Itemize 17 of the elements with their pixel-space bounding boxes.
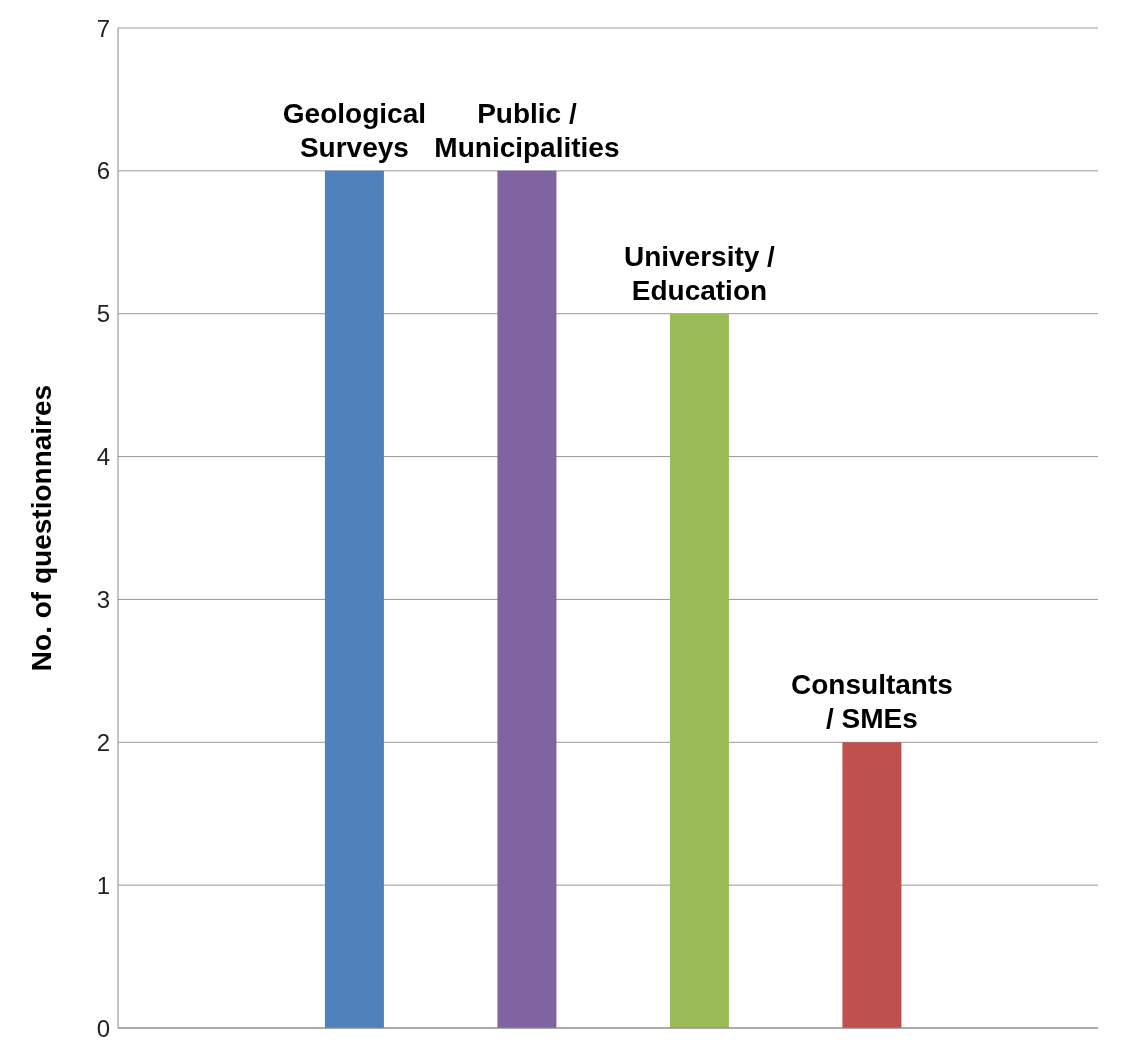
x-tick-label: University / Education [623, 240, 776, 306]
y-tick-label: 7 [96, 14, 110, 42]
y-tick-label: 2 [96, 728, 110, 756]
bar [842, 742, 902, 1028]
bar [324, 170, 384, 1028]
y-tick-label: 0 [96, 1014, 110, 1042]
y-tick-label: 6 [96, 157, 110, 185]
y-axis-title: No. of questionnaires [25, 384, 57, 672]
bar [669, 313, 729, 1028]
x-tick-label: Consultants / SMEs [791, 669, 953, 735]
x-tick-label: Geological Surveys [282, 97, 426, 163]
x-tick-label: Public / Municipalities [434, 97, 620, 163]
y-tick-label: 4 [96, 443, 110, 471]
y-tick-label: 5 [96, 300, 110, 328]
y-tick-label: 1 [96, 871, 110, 899]
y-tick-label: 3 [96, 585, 110, 613]
bar [497, 170, 557, 1028]
